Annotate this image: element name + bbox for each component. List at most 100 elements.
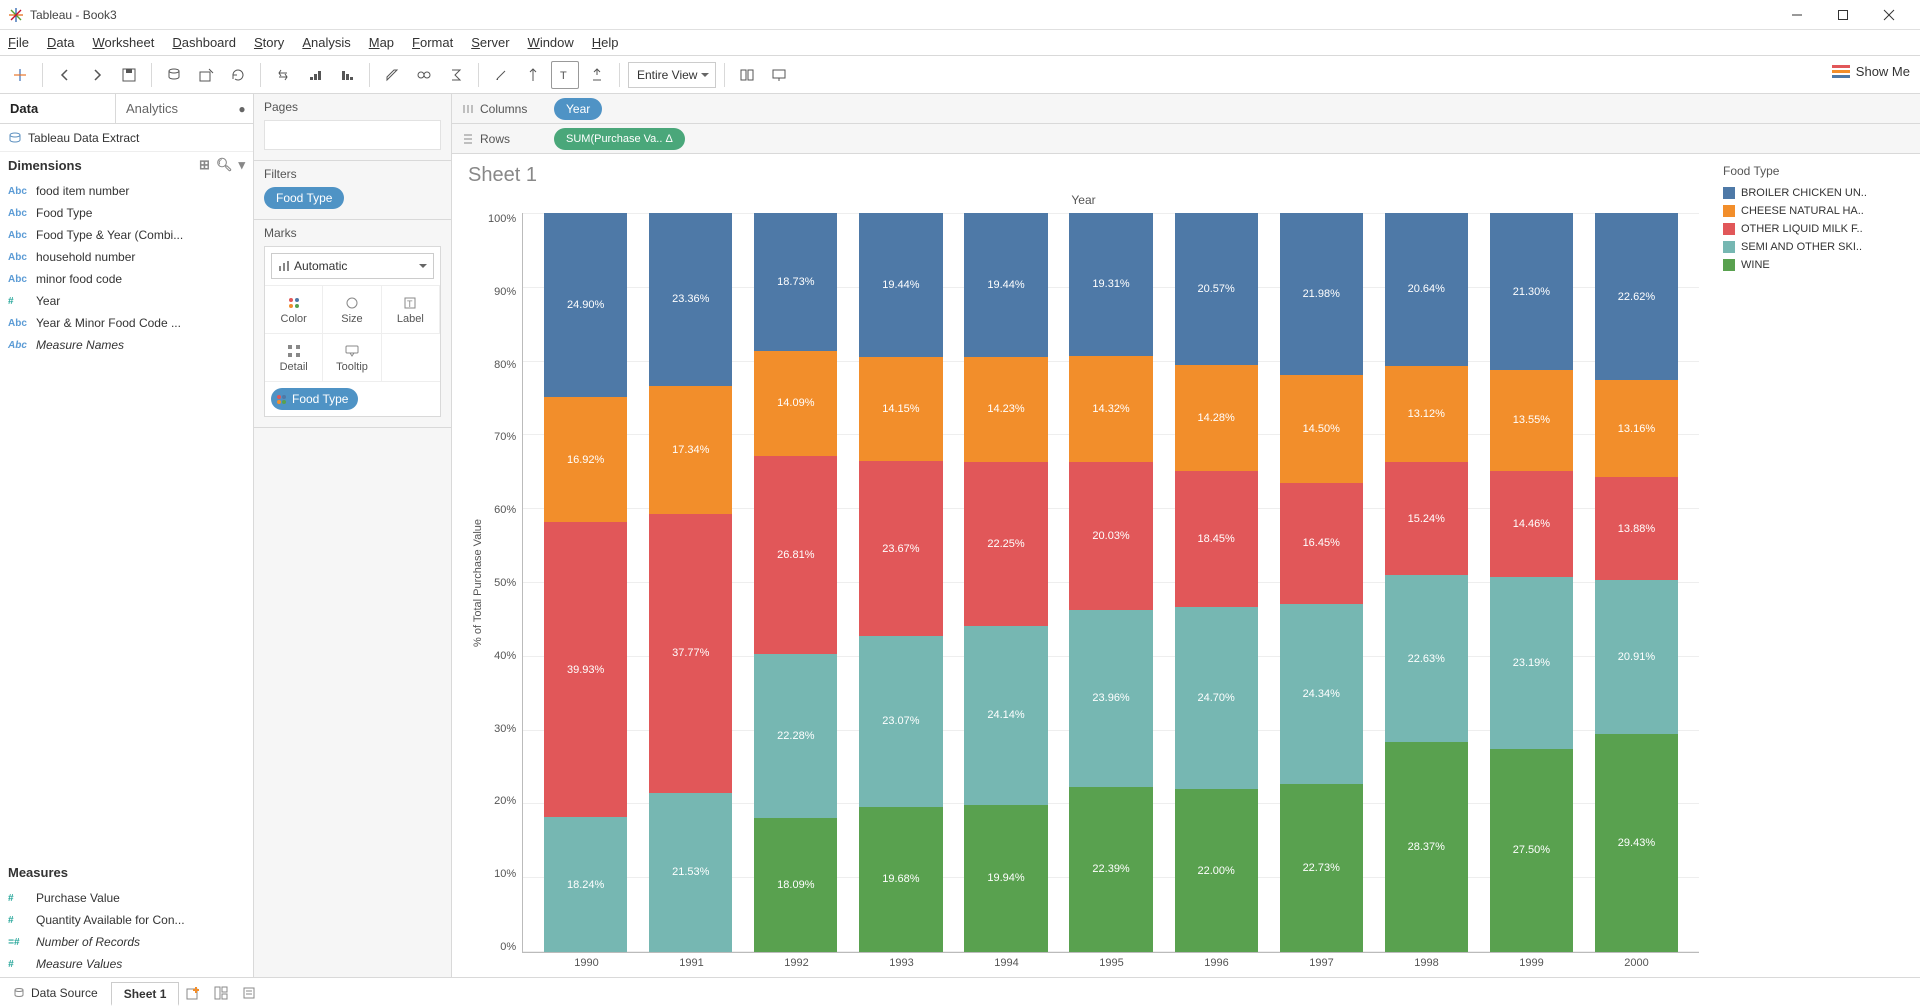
dimension-field[interactable]: AbcFood Type & Year (Combi... — [0, 224, 253, 246]
new-worksheet-button[interactable] — [192, 61, 220, 89]
tableau-icon[interactable] — [6, 61, 34, 89]
marks-detail-button[interactable]: Detail — [265, 334, 323, 382]
rows-shelf[interactable]: Rows SUM(Purchase Va.. Δ — [452, 124, 1920, 154]
menu-help[interactable]: Help — [592, 35, 619, 50]
menu-file[interactable]: File — [8, 35, 29, 50]
bar-column[interactable]: 19.31%14.32%20.03%23.96%22.39% — [1069, 213, 1152, 952]
bar-segment[interactable]: 14.46% — [1490, 471, 1573, 578]
marks-label-button[interactable]: TLabel — [382, 286, 440, 334]
group-button[interactable] — [410, 61, 438, 89]
save-button[interactable] — [115, 61, 143, 89]
bar-segment[interactable]: 13.88% — [1595, 477, 1678, 580]
bar-segment[interactable]: 14.32% — [1069, 356, 1152, 462]
datasource-tab[interactable]: Data Source — [0, 981, 111, 1005]
bar-column[interactable]: 20.64%13.12%15.24%22.63%28.37% — [1385, 213, 1468, 952]
bar-segment[interactable]: 24.90% — [544, 213, 627, 397]
bar-column[interactable]: 20.57%14.28%18.45%24.70%22.00% — [1175, 213, 1258, 952]
bar-segment[interactable]: 14.09% — [754, 351, 837, 455]
maximize-button[interactable] — [1820, 1, 1866, 29]
measure-field[interactable]: #Purchase Value — [0, 887, 253, 909]
legend-item[interactable]: OTHER LIQUID MILK F.. — [1723, 220, 1912, 238]
bar-segment[interactable]: 20.91% — [1595, 580, 1678, 735]
bar-segment[interactable]: 18.09% — [754, 818, 837, 952]
totals-button[interactable] — [442, 61, 470, 89]
pages-shelf[interactable] — [264, 120, 441, 150]
sheet1-tab[interactable]: Sheet 1 — [111, 982, 180, 1006]
bar-segment[interactable]: 24.70% — [1175, 607, 1258, 790]
menu-worksheet[interactable]: Worksheet — [92, 35, 154, 50]
measure-field[interactable]: #Quantity Available for Con... — [0, 909, 253, 931]
menu-format[interactable]: Format — [412, 35, 453, 50]
menu-story[interactable]: Story — [254, 35, 284, 50]
menu-dropdown-icon[interactable]: ▾ — [238, 157, 245, 173]
bar-segment[interactable]: 13.16% — [1595, 380, 1678, 477]
view-mode-select[interactable]: Entire View — [628, 62, 716, 88]
bar-segment[interactable]: 14.23% — [964, 357, 1047, 462]
bar-segment[interactable]: 22.63% — [1385, 575, 1468, 742]
legend-item[interactable]: SEMI AND OTHER SKI.. — [1723, 238, 1912, 256]
swap-button[interactable] — [269, 61, 297, 89]
bar-segment[interactable]: 15.24% — [1385, 462, 1468, 575]
dimension-field[interactable]: Abchousehold number — [0, 246, 253, 268]
bar-segment[interactable]: 13.55% — [1490, 370, 1573, 470]
bar-segment[interactable]: 21.30% — [1490, 213, 1573, 370]
bar-segment[interactable]: 22.62% — [1595, 213, 1678, 380]
marks-color-button[interactable]: Color — [265, 286, 323, 334]
bar-segment[interactable]: 21.53% — [649, 793, 732, 952]
bar-segment[interactable]: 23.19% — [1490, 577, 1573, 748]
sort-asc-button[interactable] — [301, 61, 329, 89]
bar-segment[interactable]: 22.73% — [1280, 784, 1363, 952]
bar-column[interactable]: 18.73%14.09%26.81%22.28%18.09% — [754, 213, 837, 952]
bar-segment[interactable]: 28.37% — [1385, 742, 1468, 952]
bar-segment[interactable]: 14.15% — [859, 357, 942, 462]
bar-segment[interactable]: 22.39% — [1069, 787, 1152, 952]
measure-field[interactable]: #Measure Values — [0, 953, 253, 975]
menu-server[interactable]: Server — [471, 35, 509, 50]
cards-button[interactable] — [733, 61, 761, 89]
legend-item[interactable]: WINE — [1723, 256, 1912, 274]
chart-plot[interactable]: 24.90%16.92%39.93%18.24%23.36%17.34%37.7… — [522, 213, 1699, 953]
refresh-button[interactable] — [224, 61, 252, 89]
show-me-button[interactable]: Show Me — [1832, 64, 1910, 79]
bar-segment[interactable]: 24.14% — [964, 626, 1047, 804]
filter-pill-foodtype[interactable]: Food Type — [264, 187, 344, 209]
marks-type-select[interactable]: Automatic — [271, 253, 434, 279]
bar-segment[interactable]: 23.96% — [1069, 610, 1152, 787]
bar-segment[interactable]: 22.00% — [1175, 789, 1258, 952]
presentation-button[interactable] — [765, 61, 793, 89]
datasource-row[interactable]: Tableau Data Extract — [0, 124, 253, 152]
bar-segment[interactable]: 23.67% — [859, 461, 942, 636]
minimize-button[interactable] — [1774, 1, 1820, 29]
marks-size-button[interactable]: Size — [323, 286, 381, 334]
bar-segment[interactable]: 29.43% — [1595, 734, 1678, 951]
view-as-icon[interactable]: ⊞ — [199, 157, 210, 173]
bar-column[interactable]: 24.90%16.92%39.93%18.24% — [544, 213, 627, 952]
bar-segment[interactable]: 17.34% — [649, 386, 732, 514]
dimension-field[interactable]: AbcYear & Minor Food Code ... — [0, 312, 253, 334]
bar-segment[interactable]: 19.68% — [859, 807, 942, 952]
label-button[interactable]: T — [551, 61, 579, 89]
marks-pill-foodtype[interactable]: Food Type — [271, 388, 358, 410]
bar-segment[interactable]: 18.45% — [1175, 471, 1258, 607]
legend-item[interactable]: BROILER CHICKEN UN.. — [1723, 184, 1912, 202]
columns-shelf[interactable]: Columns Year — [452, 94, 1920, 124]
menu-map[interactable]: Map — [369, 35, 394, 50]
bar-segment[interactable]: 20.64% — [1385, 213, 1468, 366]
tab-data[interactable]: Data — [0, 94, 115, 123]
bar-column[interactable]: 21.30%13.55%14.46%23.19%27.50% — [1490, 213, 1573, 952]
bar-segment[interactable]: 16.92% — [544, 397, 627, 522]
pin-pane-icon[interactable]: ● — [231, 94, 253, 123]
new-worksheet-tab[interactable] — [179, 986, 207, 1000]
bar-segment[interactable]: 27.50% — [1490, 749, 1573, 952]
bar-segment[interactable]: 16.45% — [1280, 483, 1363, 605]
bar-segment[interactable]: 13.12% — [1385, 366, 1468, 463]
bar-segment[interactable]: 18.73% — [754, 213, 837, 351]
dimension-field[interactable]: #Year — [0, 290, 253, 312]
bar-segment[interactable]: 19.44% — [964, 213, 1047, 357]
bar-segment[interactable]: 21.98% — [1280, 213, 1363, 375]
bar-segment[interactable]: 19.31% — [1069, 213, 1152, 356]
highlight-button[interactable] — [378, 61, 406, 89]
marks-tooltip-button[interactable]: Tooltip — [323, 334, 381, 382]
bar-segment[interactable]: 22.28% — [754, 654, 837, 819]
bar-segment[interactable]: 20.03% — [1069, 462, 1152, 610]
